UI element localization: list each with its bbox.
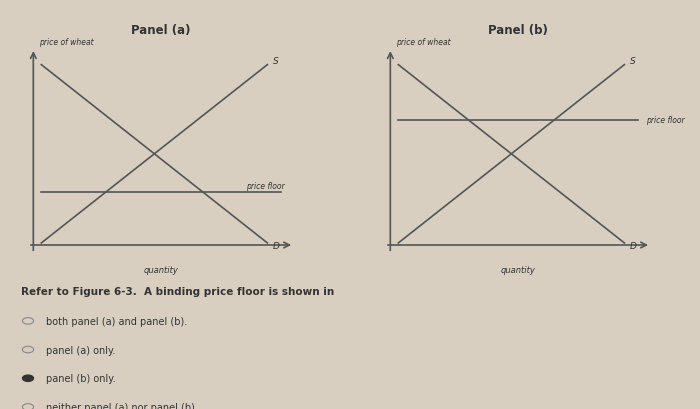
- Text: price floor: price floor: [246, 181, 285, 190]
- Text: S: S: [630, 57, 636, 66]
- Text: price floor: price floor: [645, 116, 685, 125]
- Text: Panel (b): Panel (b): [488, 24, 548, 37]
- Text: price of wheat: price of wheat: [395, 38, 450, 47]
- Text: panel (b) only.: panel (b) only.: [46, 373, 115, 383]
- Text: S: S: [273, 57, 279, 66]
- Text: both panel (a) and panel (b).: both panel (a) and panel (b).: [46, 316, 187, 326]
- Text: Refer to Figure 6-3.  A binding price floor is shown in: Refer to Figure 6-3. A binding price flo…: [21, 286, 335, 296]
- Text: D: D: [630, 241, 636, 250]
- Text: price of wheat: price of wheat: [38, 38, 93, 47]
- Text: neither panel (a) nor panel (b).: neither panel (a) nor panel (b).: [46, 402, 197, 409]
- Text: quantity: quantity: [144, 266, 178, 275]
- Text: quantity: quantity: [500, 266, 536, 275]
- Text: D: D: [273, 241, 279, 250]
- Text: panel (a) only.: panel (a) only.: [46, 345, 115, 355]
- Text: Panel (a): Panel (a): [132, 24, 190, 37]
